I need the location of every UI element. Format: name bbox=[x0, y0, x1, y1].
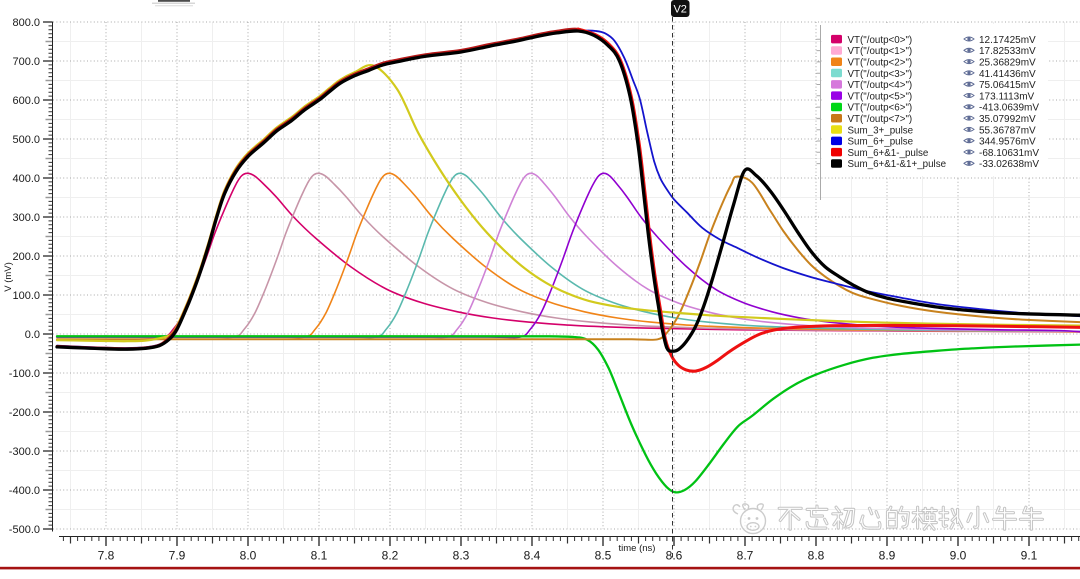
svg-text:8.2: 8.2 bbox=[382, 549, 399, 563]
svg-text:V2: V2 bbox=[673, 4, 686, 16]
svg-text:VT("/outp<4>"): VT("/outp<4>") bbox=[848, 80, 913, 91]
svg-text:time (ns): time (ns) bbox=[619, 543, 656, 554]
svg-text:800.0: 800.0 bbox=[12, 17, 40, 29]
svg-text:600.0: 600.0 bbox=[12, 95, 40, 107]
svg-text:-300.0: -300.0 bbox=[9, 446, 40, 458]
svg-text:-33.02638mV: -33.02638mV bbox=[979, 159, 1039, 170]
svg-text:-413.0639mV: -413.0639mV bbox=[979, 103, 1039, 114]
svg-text:-500.0: -500.0 bbox=[9, 524, 40, 536]
svg-text:8.1: 8.1 bbox=[311, 549, 328, 563]
svg-text:7.9: 7.9 bbox=[169, 549, 186, 563]
svg-text:-68.10631mV: -68.10631mV bbox=[979, 148, 1039, 159]
svg-text:9.1: 9.1 bbox=[1021, 549, 1038, 563]
svg-text:500.0: 500.0 bbox=[12, 134, 40, 146]
svg-text:Sum_6+_pulse: Sum_6+_pulse bbox=[848, 137, 914, 148]
svg-text:8.4: 8.4 bbox=[524, 549, 541, 563]
svg-text:Sum_6+&1-_pulse: Sum_6+&1-_pulse bbox=[848, 148, 929, 159]
svg-text:200.0: 200.0 bbox=[12, 251, 40, 263]
svg-text:25.36829mV: 25.36829mV bbox=[979, 58, 1036, 69]
svg-text:VT("/outp<7>"): VT("/outp<7>") bbox=[848, 114, 913, 125]
svg-text:8.3: 8.3 bbox=[453, 549, 470, 563]
svg-text:344.9576mV: 344.9576mV bbox=[979, 137, 1036, 148]
svg-text:35.07992mV: 35.07992mV bbox=[979, 114, 1036, 125]
svg-text:8.5: 8.5 bbox=[595, 549, 612, 563]
svg-text:-400.0: -400.0 bbox=[9, 485, 40, 497]
svg-text:Sum_3+_pulse: Sum_3+_pulse bbox=[848, 125, 914, 136]
svg-text:8.9: 8.9 bbox=[879, 549, 896, 563]
svg-text:173.1113mV: 173.1113mV bbox=[979, 91, 1035, 102]
svg-text:700.0: 700.0 bbox=[12, 56, 40, 68]
svg-text:12.17425mV: 12.17425mV bbox=[979, 35, 1036, 46]
svg-text:Sum_6+&1-&1+_pulse: Sum_6+&1-&1+_pulse bbox=[848, 159, 947, 170]
svg-text:V (mV): V (mV) bbox=[3, 262, 14, 292]
svg-text:400.0: 400.0 bbox=[12, 173, 40, 185]
svg-text:-100.0: -100.0 bbox=[9, 368, 40, 380]
svg-text:VT("/outp<1>"): VT("/outp<1>") bbox=[848, 46, 913, 57]
svg-text:55.36787mV: 55.36787mV bbox=[979, 125, 1036, 136]
svg-text:41.41436mV: 41.41436mV bbox=[979, 69, 1036, 80]
svg-text:8.0: 8.0 bbox=[240, 549, 257, 563]
svg-text:8.8: 8.8 bbox=[808, 549, 825, 563]
svg-text:17.82533mV: 17.82533mV bbox=[979, 46, 1036, 57]
svg-text:75.06415mV: 75.06415mV bbox=[979, 80, 1036, 91]
svg-text:VT("/outp<0>"): VT("/outp<0>") bbox=[848, 35, 913, 46]
svg-text:-200.0: -200.0 bbox=[9, 407, 40, 419]
svg-text:0.0: 0.0 bbox=[25, 329, 40, 341]
svg-text:VT("/outp<5>"): VT("/outp<5>") bbox=[848, 91, 913, 102]
svg-text:VT("/outp<6>"): VT("/outp<6>") bbox=[848, 103, 913, 114]
svg-text:7.8: 7.8 bbox=[98, 549, 115, 563]
svg-text:VT("/outp<2>"): VT("/outp<2>") bbox=[848, 58, 913, 69]
svg-text:300.0: 300.0 bbox=[12, 212, 40, 224]
svg-text:VT("/outp<3>"): VT("/outp<3>") bbox=[848, 69, 913, 80]
svg-text:100.0: 100.0 bbox=[12, 290, 40, 302]
svg-text:9.0: 9.0 bbox=[950, 549, 967, 563]
svg-text:8.7: 8.7 bbox=[737, 549, 754, 563]
svg-text:8.6: 8.6 bbox=[666, 549, 683, 563]
